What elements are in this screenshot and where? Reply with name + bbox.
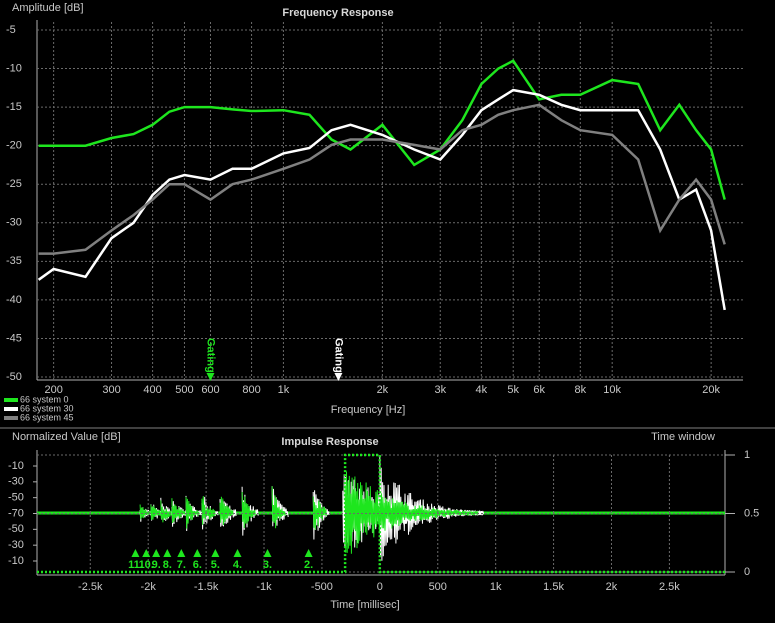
waveform — [241, 491, 256, 529]
reflection-label: 2. — [304, 559, 313, 571]
x-tick-label: -1k — [256, 581, 272, 593]
waveform — [312, 496, 327, 530]
x-tick-label: 500 — [175, 384, 193, 396]
x-tick-label: -1.5k — [194, 581, 219, 593]
reflection-marker — [142, 549, 151, 557]
x-tick-label: 1k — [490, 581, 502, 593]
y-tick-label: -10 — [8, 555, 24, 567]
reflection-label: 4. — [233, 559, 242, 571]
reflection-marker — [211, 549, 220, 557]
x-tick-label: 8k — [575, 384, 587, 396]
reflection-marker — [233, 549, 242, 557]
y-tick-label: -35 — [6, 255, 22, 267]
x-tick-label: 5k — [507, 384, 519, 396]
waveform — [185, 496, 200, 529]
series-line — [38, 59, 726, 200]
x-tick-label: 300 — [102, 384, 120, 396]
reflection-label: 6. — [193, 559, 202, 571]
x-tick-label: 2.5k — [659, 581, 680, 593]
reflection-marker — [163, 549, 172, 557]
reflection-marker — [263, 549, 272, 557]
y-tick-label: -45 — [6, 332, 22, 344]
y-axis-title: Normalized Value [dB] — [12, 431, 121, 443]
chart-title: Frequency Response — [282, 7, 393, 19]
x-tick-label: 0 — [377, 581, 383, 593]
gating-label: Gating — [333, 338, 345, 373]
x-tick-label: 6k — [533, 384, 545, 396]
x-tick-label: 10k — [603, 384, 621, 396]
waveform — [201, 496, 216, 525]
x-tick-label: -500 — [311, 581, 333, 593]
reflection-marker — [177, 549, 186, 557]
x-tick-label: 800 — [242, 384, 260, 396]
legend-label: 66 system 30 — [20, 403, 74, 413]
reflection-label: 3. — [263, 559, 272, 571]
y-tick-label: -30 — [8, 476, 24, 488]
time-window — [37, 453, 725, 574]
legend-swatch — [4, 407, 18, 411]
y-tick-label: -10 — [6, 62, 22, 74]
y-tick-label: -5 — [6, 24, 16, 36]
y2-tick-label: 0 — [744, 566, 750, 578]
waveform — [171, 498, 186, 524]
y-axis-title: Amplitude [dB] — [12, 2, 84, 14]
reflection-label: 7. — [177, 559, 186, 571]
reflection-marker — [193, 549, 202, 557]
reflection-label: 10. — [139, 559, 154, 571]
x-tick-label: 4k — [476, 384, 488, 396]
waveform — [219, 496, 234, 526]
x-tick-label: -2.5k — [78, 581, 103, 593]
x-tick-label: 2k — [377, 384, 389, 396]
y-tick-label: -50 — [6, 371, 22, 383]
y-tick-label: -30 — [8, 539, 24, 551]
reflection-label: 8. — [163, 559, 172, 571]
y-tick-label: -10 — [8, 460, 24, 472]
x-tick-label: 500 — [429, 581, 447, 593]
x-axis-title: Frequency [Hz] — [331, 404, 406, 416]
gating-label: Gating — [205, 338, 217, 373]
y-tick-label: -50 — [8, 523, 24, 535]
reflection-marker — [304, 549, 313, 557]
reflection-label: 9. — [152, 559, 161, 571]
x-tick-label: 20k — [702, 384, 720, 396]
gating-marker — [206, 373, 215, 381]
legend-label: 66 system 0 — [20, 394, 69, 404]
y-tick-label: -40 — [6, 294, 22, 306]
legend-swatch — [4, 416, 18, 420]
legend-swatch — [4, 398, 18, 402]
x-tick-label: 3k — [434, 384, 446, 396]
y2-axis-title: Time window — [651, 431, 715, 443]
reflection-marker — [152, 549, 161, 557]
x-tick-label: -2k — [141, 581, 157, 593]
x-tick-label: 2k — [606, 581, 618, 593]
y-tick-label: -50 — [8, 492, 24, 504]
reflection-label: 11. — [128, 559, 143, 571]
y-tick-label: -25 — [6, 178, 22, 190]
y-tick-label: -20 — [6, 140, 22, 152]
y-tick-label: -30 — [6, 217, 22, 229]
gating-marker — [334, 373, 343, 381]
x-tick-label: 200 — [44, 384, 62, 396]
x-axis-title: Time [millisec] — [330, 599, 399, 611]
y2-tick-label: 1 — [744, 449, 750, 461]
x-tick-label: 400 — [143, 384, 161, 396]
reflection-marker — [131, 549, 140, 557]
legend-label: 66 system 45 — [20, 412, 74, 422]
x-tick-label: 1.5k — [543, 581, 564, 593]
waveform — [344, 471, 479, 554]
y-tick-label: -70 — [8, 507, 24, 519]
y-tick-label: -15 — [6, 101, 22, 113]
series-line — [38, 103, 726, 255]
y2-tick-label: 0.5 — [744, 507, 759, 519]
x-tick-label: 600 — [201, 384, 219, 396]
reflection-label: 5. — [211, 559, 220, 571]
waveform — [271, 486, 286, 529]
x-tick-label: 1k — [278, 384, 290, 396]
chart-title: Impulse Response — [281, 436, 378, 448]
